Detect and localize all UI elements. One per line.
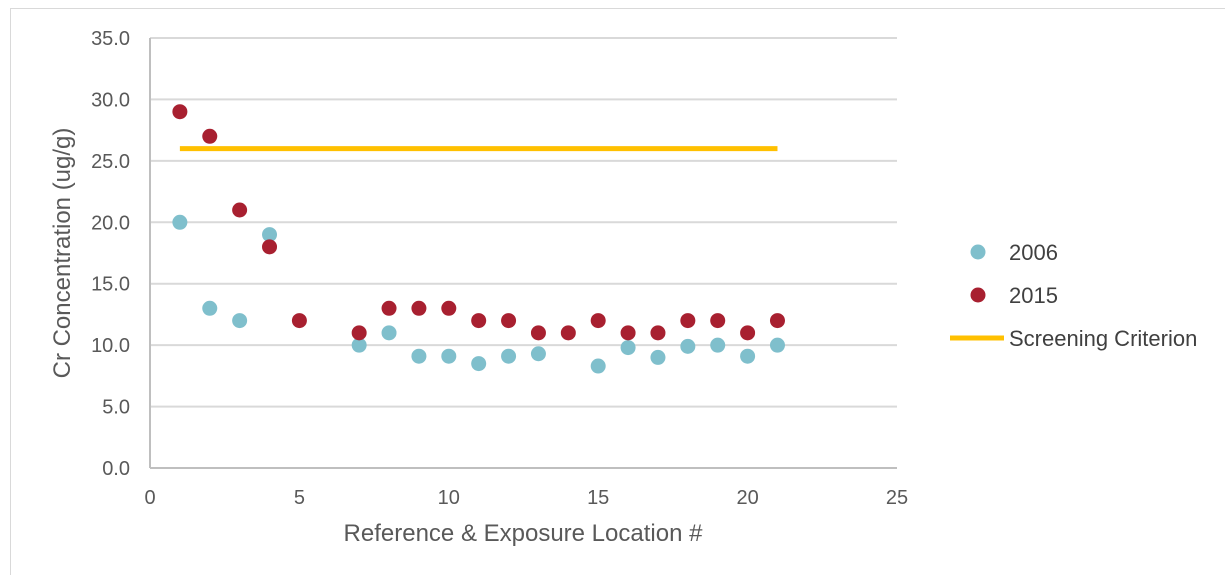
legend-marker-2015 <box>970 287 986 303</box>
legend-marker-2006 <box>970 244 986 260</box>
legend-label: 2015 <box>1009 283 1058 308</box>
data-point-2015 <box>232 202 248 218</box>
x-tick-label: 25 <box>886 487 908 509</box>
data-point-2006 <box>710 337 726 353</box>
axes <box>149 38 897 469</box>
y-tick-labels: 0.0 5.0 10.0 15.0 20.0 25.0 30.0 35.0 <box>91 28 130 480</box>
data-point-2015 <box>471 313 487 329</box>
data-point-2006 <box>620 340 636 356</box>
data-point-2006 <box>471 356 487 372</box>
chart-frame <box>10 8 1225 575</box>
legend: 2006 2015 Screening Criterion <box>950 240 1197 351</box>
legend-label: 2006 <box>1009 240 1058 265</box>
data-point-2006 <box>650 349 666 365</box>
x-axis-title: Reference & Exposure Location # <box>344 520 704 547</box>
x-tick-label: 15 <box>587 487 609 509</box>
y-tick-label: 0.0 <box>102 458 130 480</box>
data-point-2015 <box>411 300 427 316</box>
data-point-2015 <box>381 300 397 316</box>
data-point-2006 <box>262 227 278 243</box>
series-points <box>172 104 785 374</box>
data-point-2006 <box>740 348 756 364</box>
data-point-2006 <box>351 337 367 353</box>
data-point-2015 <box>262 239 278 255</box>
data-point-2015 <box>202 128 218 144</box>
data-point-2015 <box>769 313 785 329</box>
x-tick-labels: 0 5 10 15 20 25 <box>144 487 908 509</box>
y-tick-label: 10.0 <box>91 335 130 357</box>
data-point-2006 <box>501 348 517 364</box>
x-tick-label: 0 <box>144 487 155 509</box>
x-tick-label: 20 <box>736 487 758 509</box>
data-point-2006 <box>232 313 248 329</box>
data-point-2015 <box>501 313 517 329</box>
data-point-2006 <box>680 338 696 354</box>
legend-label: Screening Criterion <box>1009 326 1197 351</box>
data-point-2006 <box>590 358 606 374</box>
data-point-2006 <box>172 214 188 230</box>
data-point-2006 <box>202 300 218 316</box>
y-tick-label: 35.0 <box>91 28 130 50</box>
x-tick-label: 10 <box>438 487 460 509</box>
y-tick-label: 15.0 <box>91 274 130 296</box>
data-point-2006 <box>381 325 397 341</box>
data-point-2015 <box>172 104 188 120</box>
data-point-2015 <box>560 325 576 341</box>
data-point-2015 <box>680 313 696 329</box>
data-point-2015 <box>620 325 636 341</box>
x-tick-label: 5 <box>294 487 305 509</box>
y-axis-title: Cr Concentration (ug/g) <box>49 128 76 379</box>
data-point-2006 <box>411 348 427 364</box>
data-point-2015 <box>710 313 726 329</box>
y-tick-label: 5.0 <box>102 397 130 419</box>
data-point-2015 <box>740 325 756 341</box>
data-point-2015 <box>530 325 546 341</box>
data-point-2006 <box>769 337 785 353</box>
data-point-2015 <box>291 313 307 329</box>
data-point-2006 <box>441 348 457 364</box>
data-point-2015 <box>650 325 666 341</box>
data-point-2006 <box>530 346 546 362</box>
gridlines <box>150 37 897 408</box>
data-point-2015 <box>441 300 457 316</box>
y-tick-label: 20.0 <box>91 212 130 234</box>
y-tick-label: 30.0 <box>91 89 130 111</box>
y-tick-label: 25.0 <box>91 151 130 173</box>
data-point-2015 <box>590 313 606 329</box>
data-point-2015 <box>351 325 367 341</box>
